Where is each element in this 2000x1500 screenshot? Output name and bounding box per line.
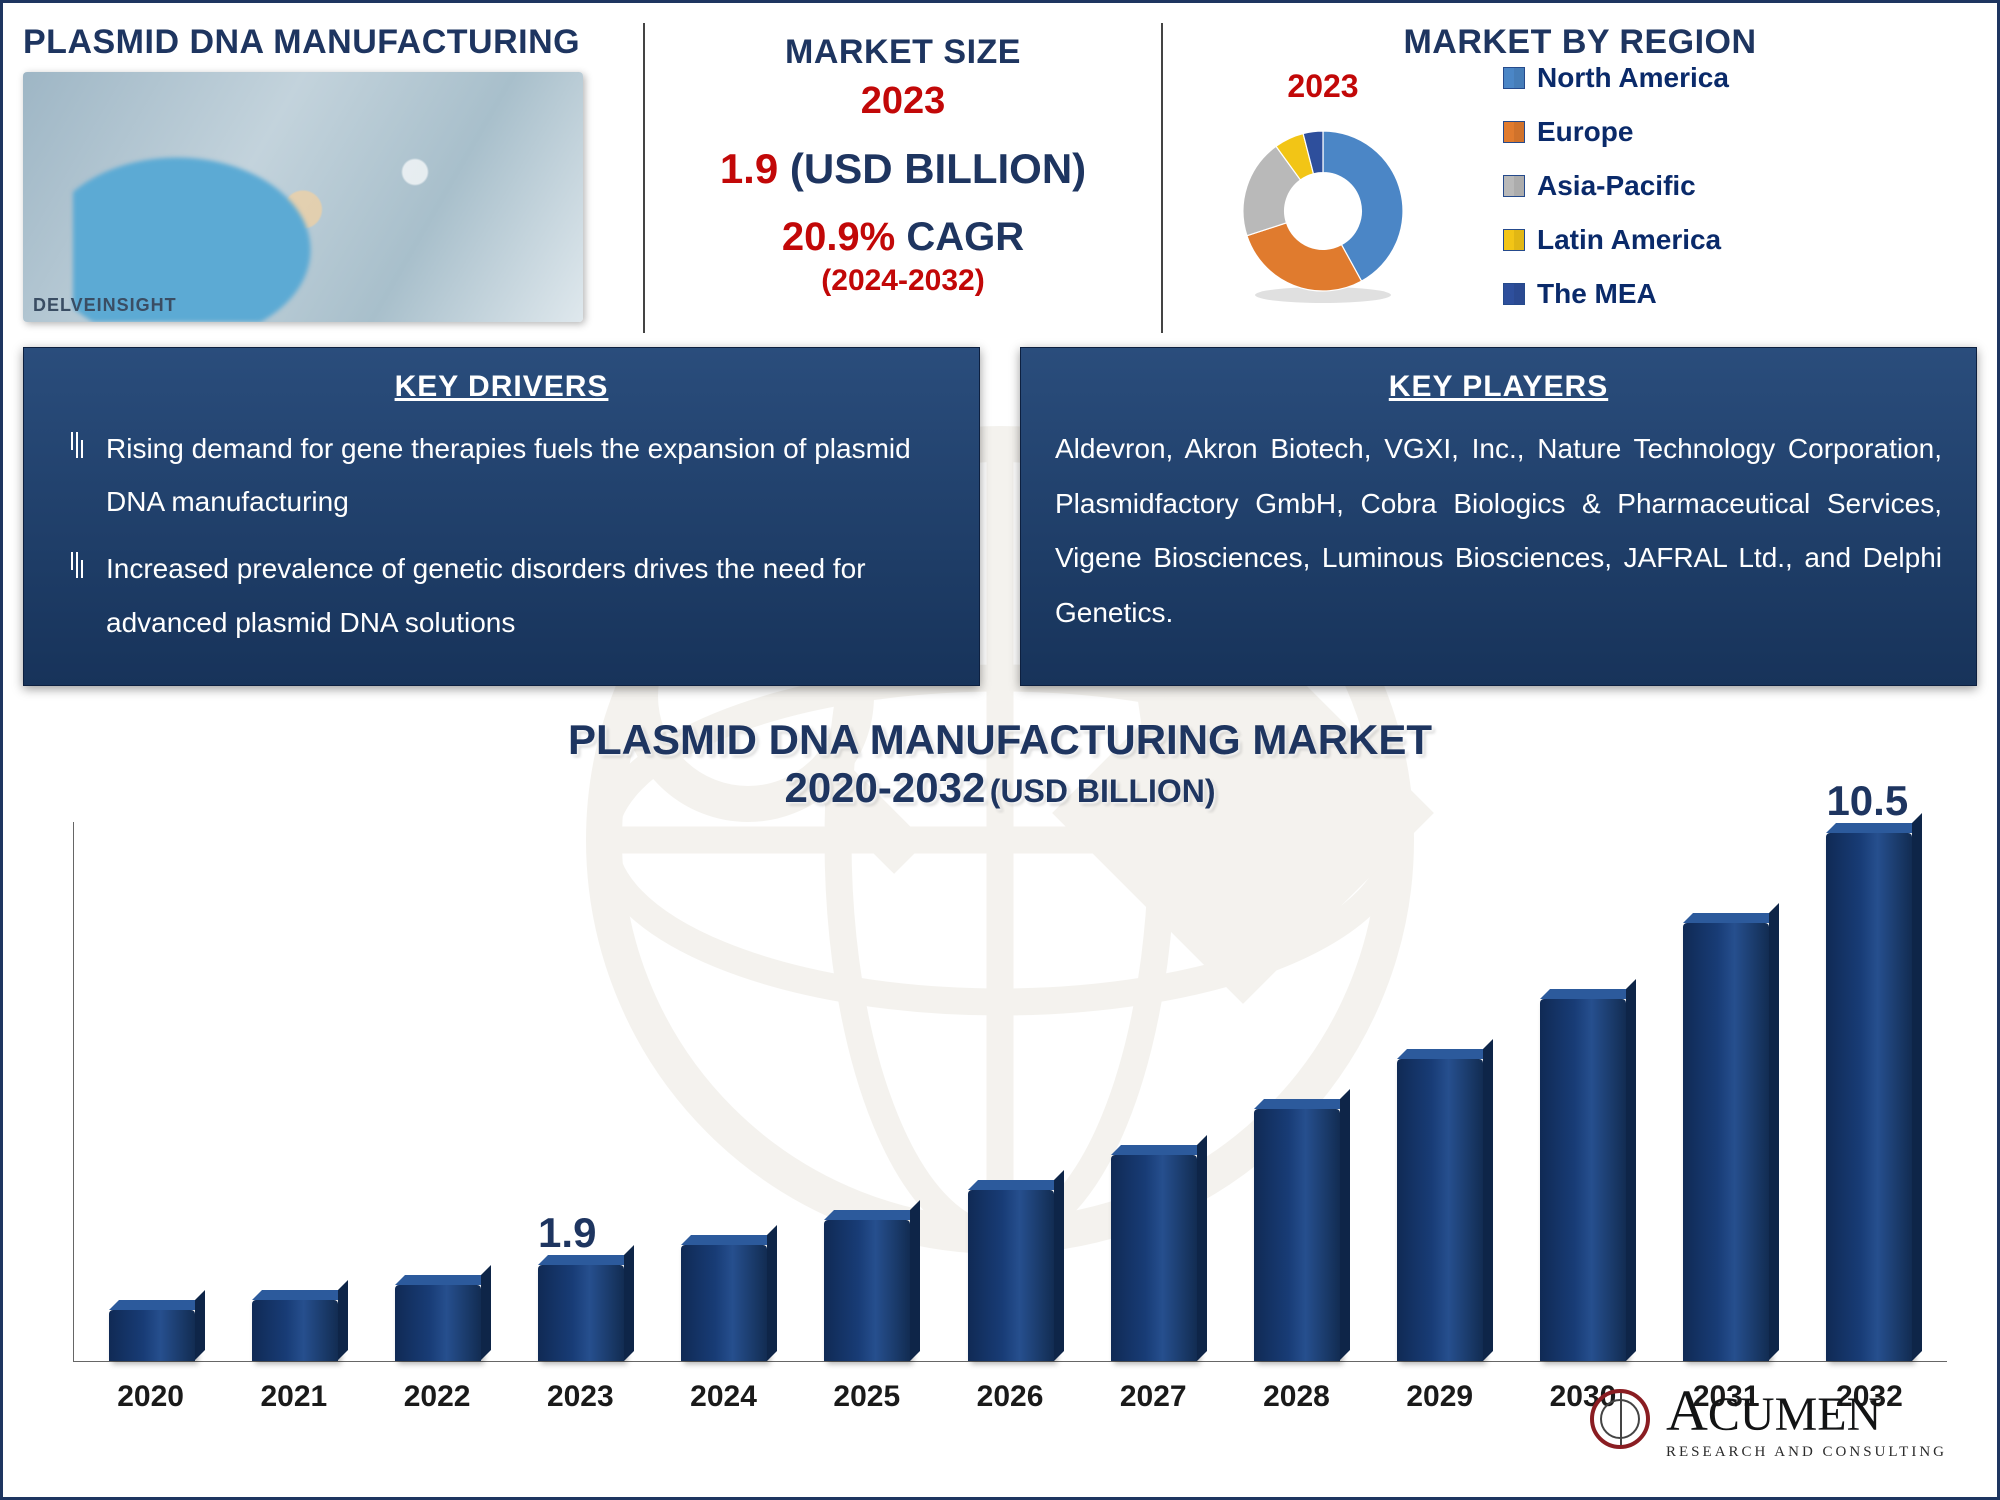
key-players-text: Aldevron, Akron Biotech, VGXI, Inc., Nat…	[1055, 422, 1942, 640]
bar-2026	[968, 1190, 1054, 1361]
bar-2021	[252, 1300, 338, 1360]
market-cagr-range: (2024-2032)	[675, 264, 1131, 298]
bar-col-2031	[1679, 923, 1774, 1360]
market-cagr-word: CAGR	[906, 215, 1024, 259]
market-size-year: 2023	[675, 80, 1131, 123]
bar-2027	[1111, 1155, 1197, 1361]
bar-col-2024	[677, 1245, 772, 1361]
legend-label: Europe	[1537, 116, 1633, 148]
bar-col-2021	[247, 1300, 342, 1360]
bar-value-label-2023: 1.9	[538, 1209, 596, 1257]
region-year: 2023	[1287, 68, 1358, 105]
key-driver-item: Increased prevalence of genetic disorder…	[58, 542, 945, 648]
x-label-2029: 2029	[1392, 1380, 1487, 1414]
legend-item-the-mea: The MEA	[1503, 278, 1729, 310]
market-size-value: 1.9 (USD BILLION)	[675, 145, 1131, 193]
acumen-globe-icon	[1590, 1389, 1650, 1449]
donut-slice-europe	[1247, 223, 1362, 291]
legend-swatch	[1503, 283, 1525, 305]
chart-title-line1: PLASMID DNA MANUFACTURING MARKET	[23, 716, 1977, 764]
market-size-title: MARKET SIZE	[675, 33, 1131, 72]
legend-item-north-america: North America	[1503, 62, 1729, 94]
market-cagr-pct: 20.9%	[782, 215, 895, 259]
acumen-tagline: RESEARCH AND CONSULTING	[1666, 1444, 1947, 1461]
legend-label: The MEA	[1537, 278, 1657, 310]
bar-col-2029	[1392, 1059, 1487, 1361]
bar-2024	[681, 1245, 767, 1361]
bar-col-2022	[390, 1285, 485, 1360]
legend-label: North America	[1537, 62, 1729, 94]
key-players-box: KEY PLAYERS Aldevron, Akron Biotech, VGX…	[1020, 347, 1977, 686]
legend-item-asia-pacific: Asia-Pacific	[1503, 170, 1729, 202]
chart-title-line2: 2020-2032	[784, 764, 985, 811]
market-size-panel: MARKET SIZE 2023 1.9 (USD BILLION) 20.9%…	[643, 23, 1163, 333]
bar-col-2027	[1106, 1155, 1201, 1361]
x-label-2021: 2021	[246, 1380, 341, 1414]
bar-2023: 1.9	[538, 1265, 624, 1361]
market-size-value-unit: (USD BILLION)	[790, 145, 1086, 192]
bar-col-2032: 10.5	[1822, 833, 1917, 1361]
market-by-region-panel: MARKET BY REGION 2023 North America Europ…	[1183, 23, 1977, 333]
legend-swatch	[1503, 175, 1525, 197]
bar-2032: 10.5	[1826, 833, 1912, 1361]
bar-2020	[109, 1310, 195, 1360]
legend-item-latin-america: Latin America	[1503, 224, 1729, 256]
bar-2025	[824, 1220, 910, 1361]
header-left: PLASMID DNA MANUFACTURING DELVEINSIGHT	[23, 23, 623, 333]
region-legend: North America Europe Asia-Pacific Latin Ame…	[1503, 62, 1729, 310]
chart-title-block: PLASMID DNA MANUFACTURING MARKET 2020-20…	[23, 716, 1977, 812]
legend-swatch	[1503, 121, 1525, 143]
x-label-2026: 2026	[962, 1380, 1057, 1414]
bar-2030	[1540, 999, 1626, 1361]
x-label-2020: 2020	[103, 1380, 198, 1414]
market-cagr: 20.9% CAGR	[675, 215, 1131, 260]
bar-col-2023: 1.9	[533, 1265, 628, 1361]
acumen-brand-name: ACUMEN	[1666, 1377, 1947, 1444]
bar-2028	[1254, 1109, 1340, 1360]
bar-2022	[395, 1285, 481, 1360]
key-drivers-box: KEY DRIVERS Rising demand for gene thera…	[23, 347, 980, 686]
x-label-2023: 2023	[533, 1380, 628, 1414]
x-label-2025: 2025	[819, 1380, 914, 1414]
key-driver-item: Rising demand for gene therapies fuels t…	[58, 422, 945, 528]
acumen-first-letter: A	[1666, 1378, 1708, 1443]
key-drivers-title: KEY DRIVERS	[58, 370, 945, 404]
bar-2029	[1397, 1059, 1483, 1361]
x-label-2022: 2022	[389, 1380, 484, 1414]
left-section-title: PLASMID DNA MANUFACTURING	[23, 23, 623, 62]
bar-value-label-2032: 10.5	[1826, 777, 1908, 825]
hero-image: DELVEINSIGHT	[23, 72, 583, 322]
bar-col-2025	[820, 1220, 915, 1361]
legend-item-europe: Europe	[1503, 116, 1729, 148]
legend-swatch	[1503, 229, 1525, 251]
key-drivers-list: Rising demand for gene therapies fuels t…	[58, 422, 945, 649]
market-size-value-red: 1.9	[720, 145, 778, 192]
chart-unit: (USD BILLION)	[990, 773, 1216, 809]
acumen-rest: CUMEN	[1708, 1388, 1881, 1441]
bar-col-2028	[1249, 1109, 1344, 1360]
region-donut-chart	[1203, 111, 1463, 316]
key-players-title: KEY PLAYERS	[1055, 370, 1942, 404]
x-label-2024: 2024	[676, 1380, 771, 1414]
bar-col-2020	[104, 1310, 199, 1360]
legend-label: Latin America	[1537, 224, 1721, 256]
delveinsight-watermark: DELVEINSIGHT	[33, 295, 177, 316]
region-title: MARKET BY REGION	[1183, 23, 1977, 62]
x-label-2028: 2028	[1249, 1380, 1344, 1414]
x-label-2027: 2027	[1106, 1380, 1201, 1414]
bar-col-2030	[1536, 999, 1631, 1361]
legend-swatch	[1503, 67, 1525, 89]
market-bar-chart: 1.9 10.5	[73, 822, 1947, 1362]
acumen-logo: ACUMEN RESEARCH AND CONSULTING	[1590, 1377, 1947, 1461]
bar-2031	[1683, 923, 1769, 1360]
legend-label: Asia-Pacific	[1537, 170, 1696, 202]
bar-col-2026	[963, 1190, 1058, 1361]
